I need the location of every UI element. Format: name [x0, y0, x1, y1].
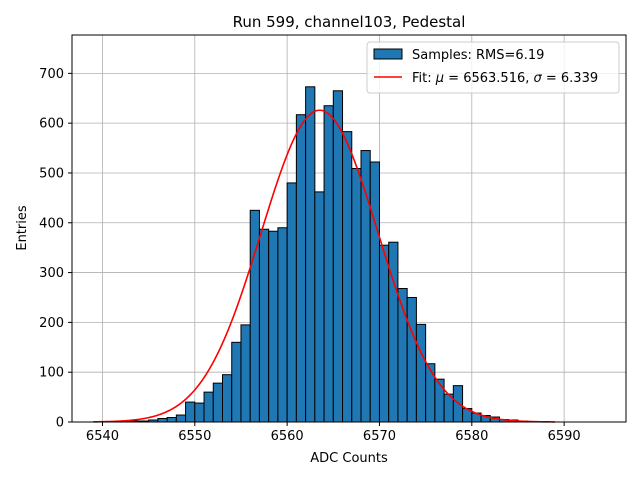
histogram-bar — [415, 323, 427, 423]
histogram-bar — [166, 417, 177, 423]
histogram-bar — [332, 90, 344, 423]
histogram-bar — [157, 418, 168, 423]
y-tick-label: 400 — [39, 216, 64, 231]
x-tick-label: 6550 — [178, 429, 211, 444]
histogram-bar — [240, 324, 251, 423]
legend-box — [366, 41, 620, 94]
histogram-bar — [222, 374, 233, 423]
histogram-bar — [342, 131, 353, 423]
histogram-bar — [369, 161, 380, 423]
histogram-bar — [295, 114, 307, 423]
legend-fit-prefix: Fit: — [412, 71, 436, 86]
histogram-bar — [425, 363, 436, 423]
legend-label-samples: Samples: RMS=6.19 — [412, 48, 544, 63]
x-tick-label: 6590 — [548, 429, 581, 444]
x-axis-ticks: 6540 6550 6560 6570 6580 6590 — [86, 422, 581, 444]
plot-frame — [71, 34, 627, 423]
legend-fit-mu-value: = 6563.516, — [444, 71, 533, 86]
histogram-bar — [286, 182, 297, 423]
histogram-bar — [314, 191, 325, 423]
histogram-bar — [185, 401, 196, 423]
x-tick-label: 6570 — [363, 429, 396, 444]
y-tick-label: 300 — [39, 266, 64, 281]
histogram-bar — [406, 296, 417, 423]
histogram-bar — [212, 382, 224, 423]
legend-fit-mu-symbol: μ — [435, 71, 444, 86]
legend-label-fit: Fit: μ = 6563.516, σ = 6.339 — [412, 71, 598, 86]
y-tick-label: 0 — [56, 416, 64, 431]
histogram-bar — [203, 391, 214, 423]
histogram-bar — [268, 230, 279, 423]
histogram-bar — [434, 378, 445, 423]
histogram-bar — [351, 167, 362, 423]
y-tick-label: 600 — [39, 117, 64, 132]
histogram-bar — [277, 227, 288, 423]
x-axis-label: ADC Counts — [310, 451, 388, 466]
y-tick-label: 700 — [39, 67, 64, 82]
legend-swatch-samples — [373, 48, 403, 60]
chart-title: Run 599, channel103, Pedestal — [233, 13, 466, 31]
y-axis-ticks: 0 100 200 300 400 500 600 700 — [39, 67, 72, 431]
y-tick-label: 100 — [39, 366, 64, 381]
histogram-bar — [323, 105, 334, 423]
legend: Samples: RMS=6.19 Fit: μ = 6563.516, σ =… — [366, 41, 620, 94]
y-tick-label: 200 — [39, 316, 64, 331]
histogram-bar — [258, 228, 270, 423]
x-tick-label: 6580 — [455, 429, 488, 444]
histogram-bar — [175, 414, 187, 423]
y-tick-label: 500 — [39, 166, 64, 181]
x-tick-label: 6560 — [271, 429, 304, 444]
legend-fit-sigma-symbol: σ — [534, 71, 543, 86]
gaussian-fit-curve — [93, 109, 555, 423]
histogram-bar — [194, 402, 205, 423]
histogram-bar — [305, 86, 316, 423]
histogram-bar — [378, 244, 390, 423]
histogram-bar — [231, 341, 242, 423]
y-axis-label: Entries — [15, 205, 30, 251]
x-tick-label: 6540 — [86, 429, 119, 444]
legend-fit-sigma-value: = 6.339 — [542, 71, 598, 86]
